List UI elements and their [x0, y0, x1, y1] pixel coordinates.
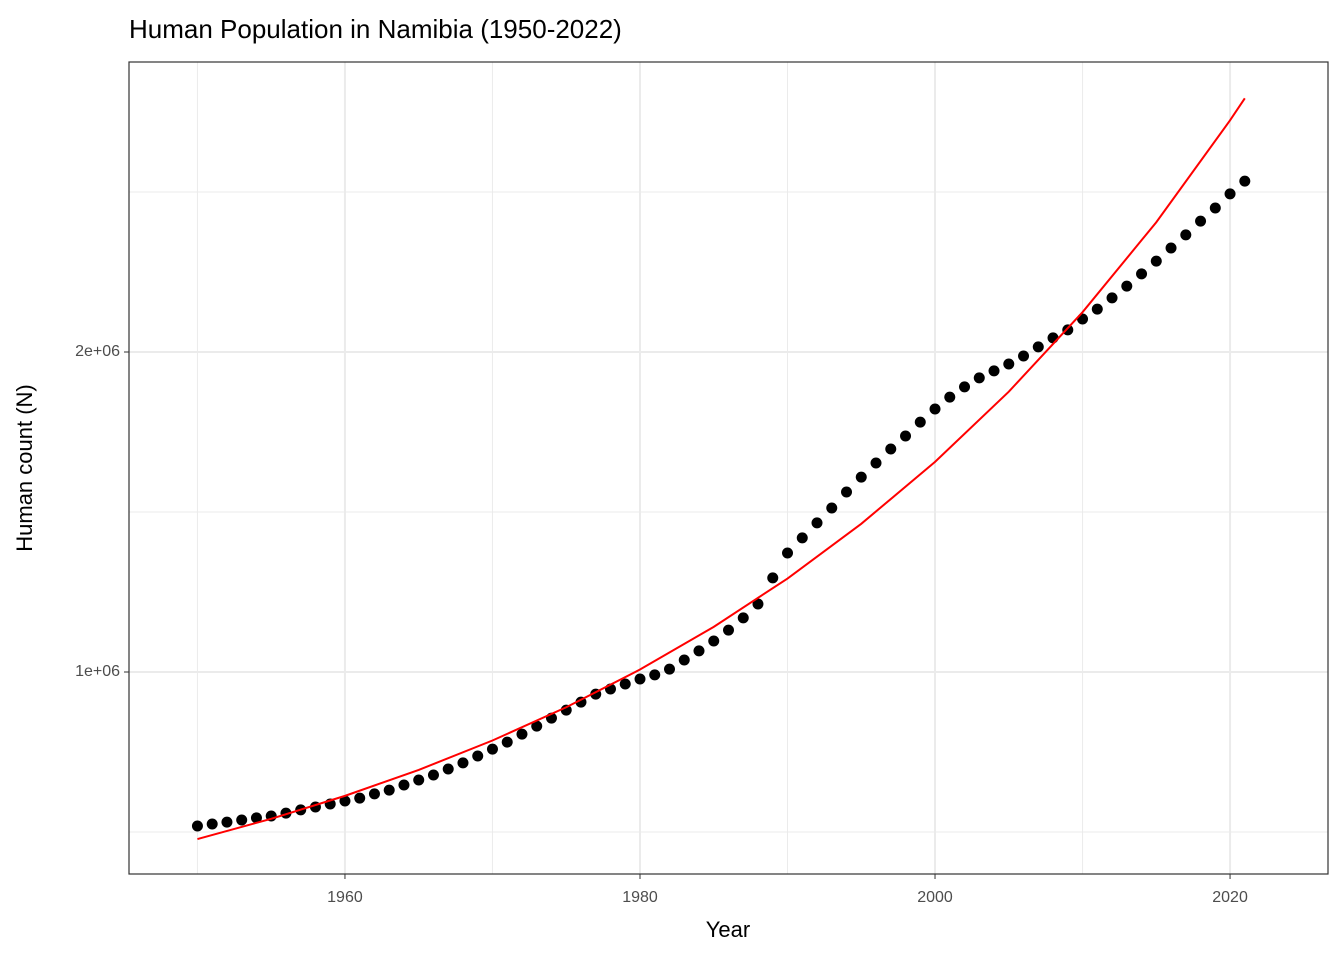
data-point: [619, 678, 631, 690]
data-point: [1003, 358, 1015, 370]
data-point: [1018, 350, 1030, 362]
y-axis-label: Human count (N): [12, 384, 37, 552]
data-point: [1224, 188, 1236, 200]
data-point: [1136, 268, 1148, 280]
data-point: [191, 820, 203, 832]
data-point: [752, 598, 764, 610]
data-point: [516, 728, 528, 740]
data-point: [250, 812, 262, 824]
data-point: [1150, 255, 1162, 267]
data-point: [339, 795, 351, 807]
data-point: [841, 486, 853, 498]
data-point: [649, 669, 661, 681]
data-point: [354, 792, 366, 804]
x-tick-label: 1980: [622, 889, 658, 906]
data-point: [1121, 280, 1133, 292]
data-point: [811, 517, 823, 529]
data-point: [1239, 175, 1251, 187]
data-point: [870, 457, 882, 469]
panel-border: [128, 61, 1329, 875]
data-point: [914, 416, 926, 428]
y-tick-label: 1e+06: [75, 663, 120, 680]
data-point: [1091, 303, 1103, 315]
data-point: [472, 750, 484, 762]
data-point: [723, 624, 734, 636]
data-point: [1062, 324, 1074, 336]
data-point: [1032, 341, 1044, 353]
data-point: [442, 763, 454, 775]
data-point: [398, 779, 410, 791]
data-point: [1195, 215, 1207, 227]
data-point: [855, 471, 867, 483]
data-point: [782, 547, 794, 559]
data-point: [708, 635, 720, 647]
data-point: [767, 572, 779, 584]
data-point: [368, 788, 380, 800]
data-point: [678, 654, 690, 666]
data-point: [1106, 292, 1118, 304]
data-point: [221, 816, 233, 828]
x-tick-label: 1960: [327, 889, 363, 906]
data-point: [663, 663, 675, 675]
data-point: [206, 818, 218, 830]
data-point: [885, 443, 897, 455]
chart-title: Human Population in Namibia (1950-2022): [129, 14, 622, 44]
data-point: [944, 391, 956, 403]
x-tick-label: 2000: [917, 889, 953, 906]
data-point: [531, 720, 543, 732]
fit-line: [197, 97, 1246, 841]
data-point: [959, 381, 971, 393]
data-point: [236, 814, 248, 826]
data-point: [988, 365, 1000, 377]
data-point: [1165, 242, 1177, 254]
data-point: [737, 612, 749, 624]
plot-area: [191, 97, 1251, 841]
data-point: [634, 673, 646, 685]
data-point: [457, 757, 469, 769]
data-point: [383, 784, 395, 796]
data-point: [560, 704, 572, 716]
data-point: [501, 736, 513, 748]
x-axis-label: Year: [706, 917, 750, 942]
data-point: [929, 403, 941, 415]
data-point: [693, 645, 705, 657]
y-tick-label: 2e+06: [75, 343, 120, 360]
data-point: [427, 769, 439, 781]
data-point: [1209, 202, 1221, 214]
data-point: [826, 502, 838, 514]
data-point: [1047, 332, 1059, 344]
x-tick-label: 2020: [1212, 889, 1248, 906]
data-point: [900, 430, 912, 442]
data-point: [1180, 229, 1192, 241]
data-point: [486, 743, 498, 755]
data-point: [413, 774, 425, 786]
data-point: [973, 372, 985, 384]
data-point: [796, 532, 808, 544]
